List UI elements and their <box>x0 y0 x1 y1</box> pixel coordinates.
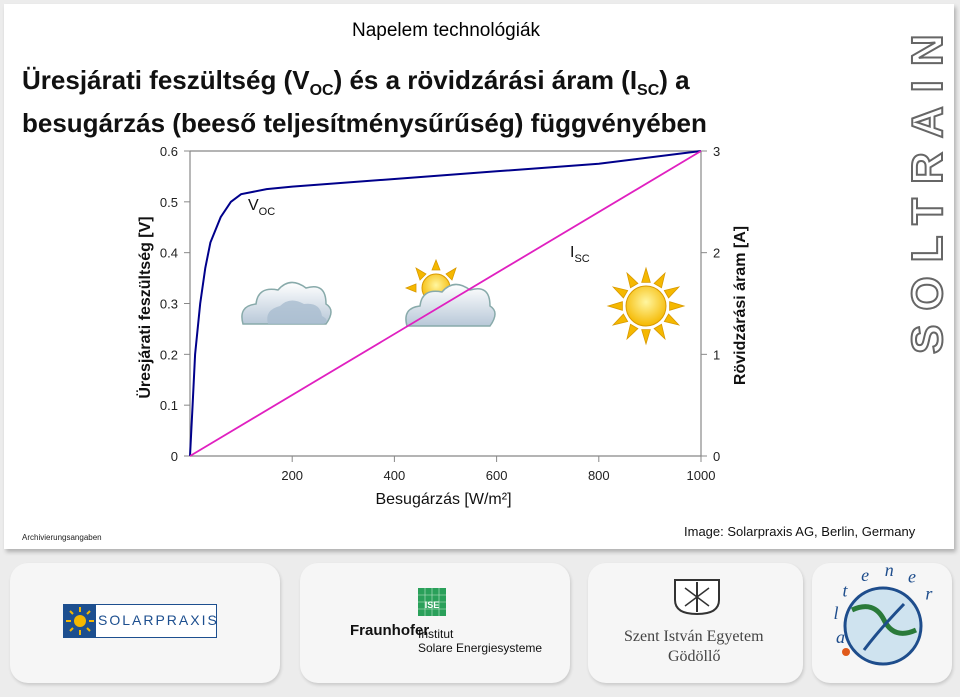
slide-header: Napelem technológiák <box>352 20 541 41</box>
y-axis-left-label: Üresjárati feszültség [V] <box>135 216 154 398</box>
soltrain-logo: SOLTRAIN <box>902 20 953 355</box>
y-right-tick-label: 0 <box>713 449 720 464</box>
partly-sunny-icon <box>404 258 496 327</box>
slide <box>4 4 954 549</box>
voc-annotation: VOC <box>248 197 275 218</box>
solarpraxis-name: SOLARPRAXIS <box>98 612 219 628</box>
solarpraxis-sun-icon <box>64 605 96 637</box>
y-left-tick-label: 0.4 <box>160 246 178 261</box>
y-right-tick-label: 1 <box>713 347 720 362</box>
altener-text: alte n er <box>834 560 934 647</box>
soltrain-text: SOLTRAIN <box>903 20 952 354</box>
sun-icon <box>606 266 686 346</box>
x-tick-label: 800 <box>588 468 610 483</box>
fraunhofer-card <box>300 563 570 683</box>
isc-series-line <box>189 150 702 457</box>
y-left-tick-label: 0 <box>171 449 178 464</box>
x-tick-label: 400 <box>384 468 406 483</box>
szie-name: Szent István Egyetem <box>624 628 764 645</box>
y-left-tick-label: 0.5 <box>160 195 178 210</box>
y-left-tick-label: 0.3 <box>160 297 178 312</box>
y-axis-right-label: Rövidzárási áram [A] <box>732 226 749 385</box>
overcast-cloud-icon <box>241 281 332 325</box>
x-tick-label: 200 <box>281 468 303 483</box>
solarpraxis-logo <box>63 604 217 638</box>
voc-series-line <box>189 150 702 457</box>
x-tick-label: 1000 <box>687 468 716 483</box>
y-right-tick-label: 2 <box>713 246 720 261</box>
szie-city: Gödöllő <box>668 648 721 665</box>
altener-logo: alte n er <box>834 560 934 666</box>
y-left-tick-label: 0.1 <box>160 398 178 413</box>
isc-annotation: ISC <box>570 244 590 265</box>
fraunhofer-institut: Institut <box>418 627 454 641</box>
image-credit: Image: Solarpraxis AG, Berlin, Germany <box>684 524 916 539</box>
x-axis-label: Besugárzás [W/m²] <box>375 491 511 508</box>
y-right-tick-label: 3 <box>713 144 720 159</box>
fraunhofer-brand: Fraunhofer <box>350 622 430 639</box>
x-tick-label: 600 <box>486 468 508 483</box>
szie-crest-icon <box>674 579 720 616</box>
footer-logos <box>0 555 960 697</box>
ise-logo-icon: ISE <box>418 588 446 616</box>
archive-note: Archivierungsangaben <box>22 533 102 542</box>
fraunhofer-institut-name: Solare Energiesysteme <box>418 641 543 655</box>
y-left-tick-label: 0.2 <box>160 347 178 362</box>
svg-text:ISE: ISE <box>425 600 440 610</box>
chart: 0 0.1 0.2 0.3 0.4 0.5 0.6 0 1 2 3 200 400 600 800 1000 B… <box>135 144 749 508</box>
slide-title: Üresjárati feszültség (VOC) és a rövidzá… <box>22 65 707 139</box>
y-left-tick-label: 0.6 <box>160 144 178 159</box>
